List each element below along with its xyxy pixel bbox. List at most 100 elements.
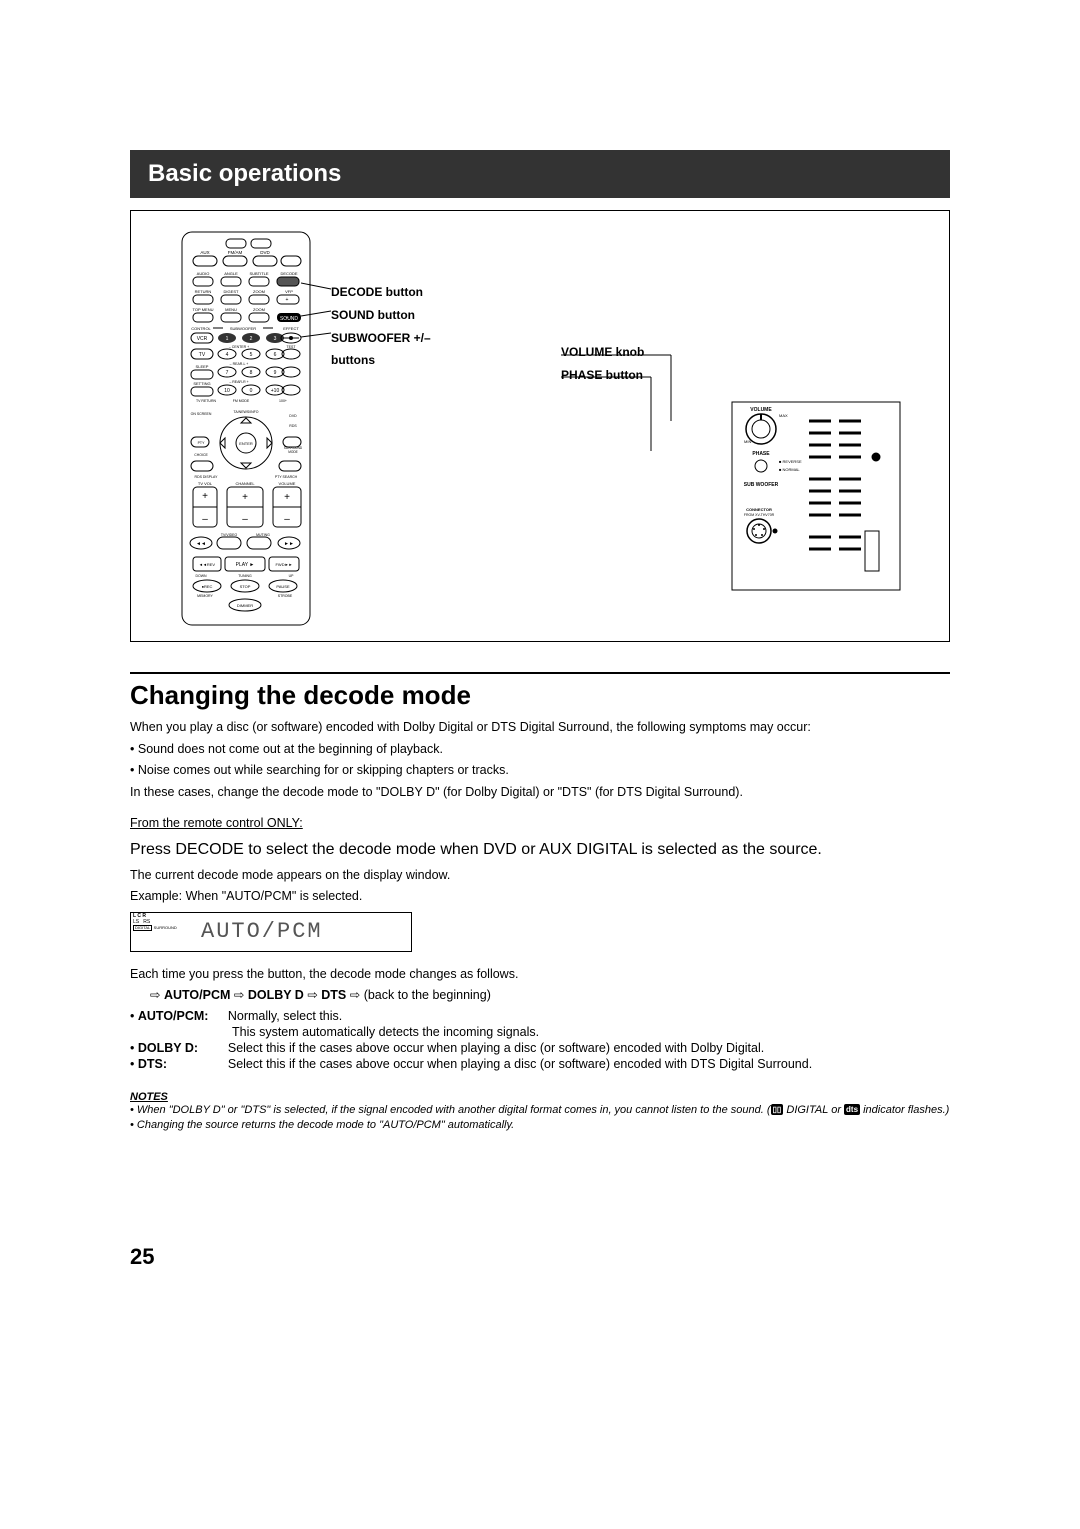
svg-text:MENU: MENU	[225, 307, 237, 312]
svg-text:VOLUME: VOLUME	[750, 407, 772, 413]
svg-text:VFP: VFP	[285, 289, 293, 294]
svg-text:PTY SEARCH: PTY SEARCH	[275, 475, 298, 479]
svg-text:+: +	[284, 492, 290, 503]
leader-lines-left	[301, 271, 341, 351]
svg-text:10: 10	[224, 388, 230, 394]
svg-text:MUTING: MUTING	[256, 533, 270, 537]
svg-text:■ REVERSE: ■ REVERSE	[779, 459, 802, 464]
svg-text:–: –	[242, 514, 248, 525]
svg-text:TEST: TEST	[287, 345, 297, 349]
dts-icon: dts	[844, 1104, 860, 1116]
cycle-back: ⇨ (back to the beginning)	[350, 988, 491, 1002]
svg-text:TOP MENU: TOP MENU	[193, 307, 214, 312]
svg-text:TV: TV	[199, 352, 206, 358]
mode-key-dts: DTS:	[138, 1057, 228, 1071]
svg-text:■ NORMAL: ■ NORMAL	[779, 467, 800, 472]
svg-text:SUB WOOFER: SUB WOOFER	[744, 482, 779, 488]
svg-text:+: +	[242, 492, 248, 503]
svg-text:CONNECTOR: CONNECTOR	[746, 507, 772, 512]
svg-text:CONTROL: CONTROL	[191, 326, 211, 331]
svg-text:–: –	[286, 315, 289, 321]
svg-text:SETTING: SETTING	[193, 381, 210, 386]
leader-lines-right	[511, 341, 691, 451]
bullet-1-text: Sound does not come out at the beginning…	[138, 742, 443, 756]
svg-text:0: 0	[250, 388, 253, 394]
svg-text:FM/AM: FM/AM	[228, 250, 243, 255]
mode-key-dolby: DOLBY D:	[138, 1041, 228, 1055]
svg-text:DIMMER: DIMMER	[237, 603, 253, 608]
cycle-dts: DTS	[321, 988, 346, 1002]
svg-text:6: 6	[274, 352, 277, 358]
svg-text:+10: +10	[271, 388, 280, 394]
svg-text:TV/VIDEO: TV/VIDEO	[221, 533, 238, 537]
display-window: L C R LS RS DIGITAL SURROUND AUTO/PCM	[130, 912, 412, 952]
svg-text:◄◄: ◄◄	[196, 541, 206, 547]
svg-text:ON SCREEN: ON SCREEN	[191, 412, 212, 416]
mode-desc-auto2: This system automatically detects the in…	[232, 1025, 539, 1039]
svg-text:TV RETURN: TV RETURN	[196, 399, 217, 403]
svg-text:CHOICE: CHOICE	[194, 453, 208, 457]
svg-text:AUX: AUX	[200, 250, 209, 255]
svg-text:FWD►►: FWD►►	[275, 562, 292, 567]
svg-text:5: 5	[250, 352, 253, 358]
svg-text:RDS: RDS	[289, 424, 297, 428]
remote-control-illustration: AUXFM/AMDVD AUDIOANGLESUBTITLEDECODE RET…	[181, 231, 311, 626]
remote-callouts: DECODE button SOUND button SUBWOOFER +/–…	[331, 281, 431, 372]
mode-desc-dolby: Select this if the cases above occur whe…	[228, 1041, 764, 1055]
page-number: 25	[130, 1244, 950, 1270]
note1-mid: DIGITAL or	[786, 1104, 844, 1116]
example-label: Example: When "AUTO/PCM" is selected.	[130, 888, 950, 906]
svg-text:PTY: PTY	[198, 441, 205, 445]
callout-subwoofer2: buttons	[331, 349, 431, 372]
svg-text:7: 7	[226, 370, 229, 376]
display-text: AUTO/PCM	[181, 919, 323, 944]
svg-text:ZOOM: ZOOM	[253, 289, 265, 294]
svg-text:4: 4	[226, 352, 229, 358]
svg-text:PAUSE: PAUSE	[276, 584, 290, 589]
svg-text:STROBE: STROBE	[278, 594, 293, 598]
main-instruction: Press DECODE to select the decode mode w…	[130, 841, 950, 859]
svg-text:SUBTITLE: SUBTITLE	[249, 271, 268, 276]
callout-subwoofer: SUBWOOFER +/–	[331, 327, 431, 350]
svg-text:TV VOL: TV VOL	[198, 481, 213, 486]
subwoofer-illustration: VOLUME MAXMIN PHASE ■ REVERSE■ NORMAL SU…	[731, 401, 901, 591]
arrow1: ⇨	[150, 988, 164, 1002]
svg-text:DVD: DVD	[260, 250, 270, 255]
svg-text:PHASE: PHASE	[752, 451, 770, 457]
cycle-intro: Each time you press the button, the deco…	[130, 966, 950, 984]
svg-text:VCR: VCR	[197, 336, 208, 342]
svg-text:SUBWOOFER: SUBWOOFER	[230, 326, 256, 331]
svg-text:RETURN: RETURN	[195, 289, 212, 294]
svg-text:VOLUME: VOLUME	[279, 481, 296, 486]
svg-text:+: +	[202, 491, 208, 502]
svg-text:9: 9	[274, 370, 277, 376]
svg-text:UP: UP	[289, 574, 295, 578]
mode-key-auto: AUTO/PCM:	[138, 1009, 228, 1023]
mode-desc-auto1: Normally, select this.	[228, 1009, 342, 1023]
notes-body: • When "DOLBY D" or "DTS" is selected, i…	[130, 1103, 950, 1135]
section-header: Basic operations	[130, 150, 950, 198]
notes-header: NOTES	[130, 1091, 950, 1103]
note1-post: indicator flashes.)	[860, 1104, 949, 1116]
svg-text:STOP: STOP	[240, 584, 251, 589]
mode-desc-dts: Select this if the cases above occur whe…	[228, 1057, 812, 1071]
svg-text:3: 3	[274, 336, 277, 342]
svg-text:MEMORY: MEMORY	[197, 594, 213, 598]
svg-text:DVD: DVD	[289, 414, 297, 418]
svg-text:ENTER: ENTER	[239, 441, 253, 446]
svg-text:2: 2	[250, 336, 253, 342]
svg-text:MODE: MODE	[288, 450, 298, 454]
cycle-dolby: DOLBY D	[248, 988, 304, 1002]
bullet-1: • Sound does not come out at the beginni…	[130, 741, 950, 759]
svg-text:FM MODE: FM MODE	[233, 399, 250, 403]
callout-decode: DECODE button	[331, 281, 431, 304]
section-title: Changing the decode mode	[130, 672, 950, 711]
svg-text:–: –	[202, 514, 208, 525]
mode-list: • AUTO/PCM:Normally, select this. This s…	[130, 1009, 950, 1071]
remote-only-label: From the remote control ONLY:	[130, 816, 303, 830]
svg-text:DIGEST: DIGEST	[224, 289, 239, 294]
svg-text:AUDIO: AUDIO	[197, 271, 210, 276]
intro-after: In these cases, change the decode mode t…	[130, 784, 950, 802]
svg-text:PLAY ►: PLAY ►	[236, 562, 255, 568]
bullet-2-text: Noise comes out while searching for or s…	[138, 763, 509, 777]
